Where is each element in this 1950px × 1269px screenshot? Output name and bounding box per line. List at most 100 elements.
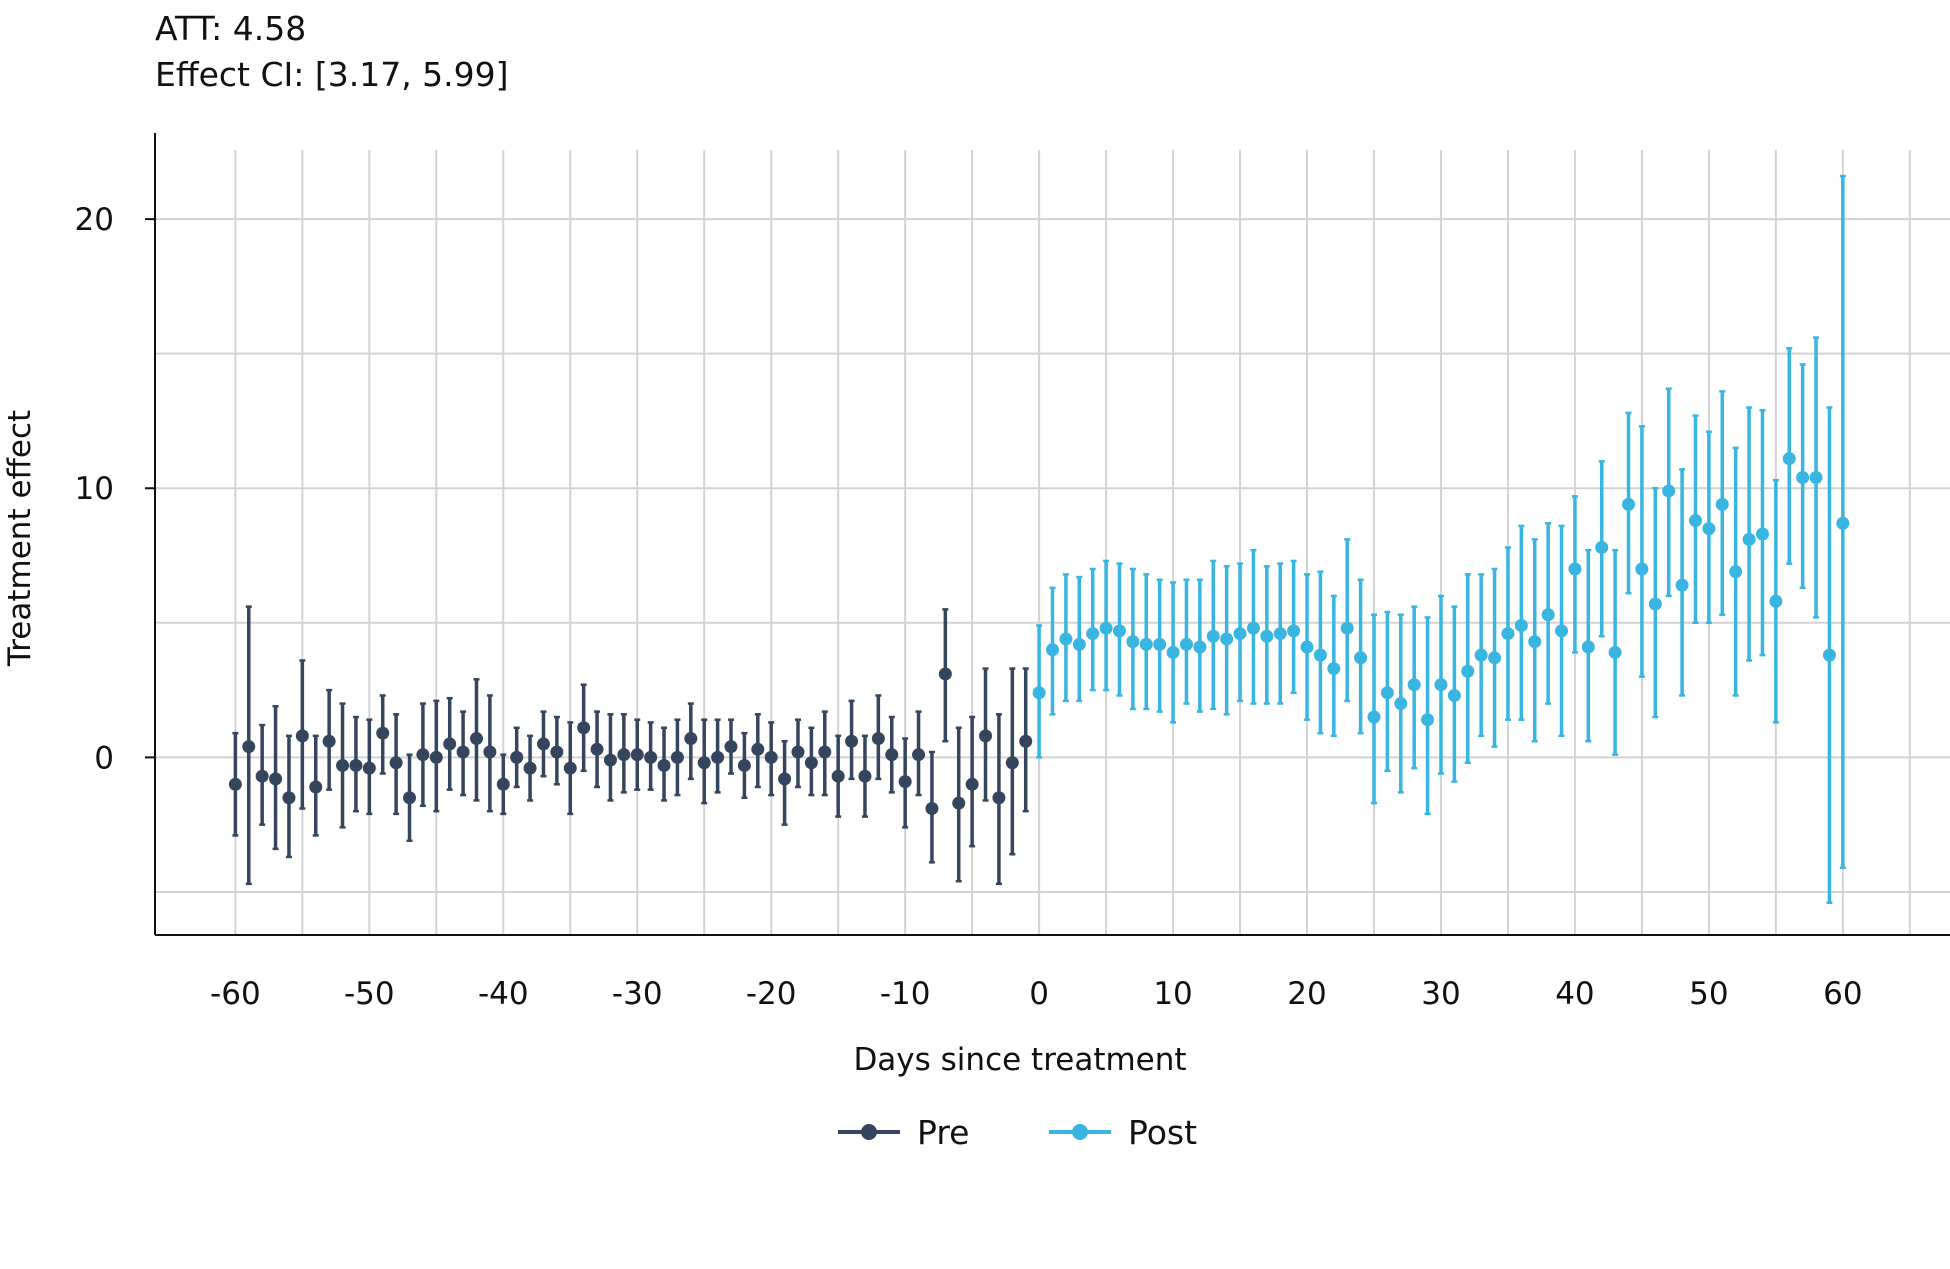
data-point-post [1622,497,1636,511]
data-point-pre [496,777,510,791]
data-point-post [1206,629,1220,643]
series-layer [228,174,1850,904]
data-point-post [1836,516,1850,530]
data-point-pre [858,769,872,783]
data-point-pre [845,734,859,748]
data-point-pre [550,745,564,759]
data-point-pre [751,742,765,756]
data-point-pre [992,791,1006,805]
data-point-post [1822,648,1836,662]
legend-marker-post [1072,1124,1088,1140]
data-point-post [1059,632,1073,646]
data-point-post [1447,688,1461,702]
x-tick-label: -40 [478,976,529,1012]
x-tick-label: -60 [210,976,261,1012]
legend-label-pre: Pre [917,1113,969,1152]
data-point-pre [925,802,939,816]
x-tick-label: -10 [880,976,931,1012]
data-point-pre [510,750,524,764]
data-point-pre [885,748,899,762]
data-point-pre [563,761,577,775]
data-point-pre [871,732,885,746]
data-point-pre [1019,734,1033,748]
data-point-post [1662,484,1676,498]
data-point-pre [269,772,283,786]
legend-item-post[interactable]: Post [1049,1113,1197,1152]
x-tick-label: 0 [1029,976,1049,1012]
data-point-pre [617,748,631,762]
data-point-post [1112,624,1126,638]
data-point-post [1729,565,1743,579]
data-point-pre [322,734,336,748]
data-point-pre [349,758,363,772]
data-point-post [1514,619,1528,633]
data-point-post [1782,452,1796,466]
data-point-pre [791,745,805,759]
data-point-pre [630,748,644,762]
y-tick-label: 0 [94,740,114,776]
data-point-pre [764,750,778,764]
y-tick-label: 10 [75,471,114,507]
x-tick-label: 40 [1555,976,1594,1012]
x-tick-label: 10 [1153,976,1192,1012]
data-point-pre [804,756,818,770]
legend: Pre Post [838,1113,1197,1152]
data-point-pre [389,756,403,770]
data-point-pre [523,761,537,775]
data-point-post [1809,470,1823,484]
data-point-pre [590,742,604,756]
data-point-pre [965,777,979,791]
data-point-pre [737,758,751,772]
data-point-post [1046,643,1059,657]
data-point-pre [376,726,390,740]
x-tick-label: 20 [1287,976,1326,1012]
data-point-pre [952,796,966,810]
data-point-pre [657,758,671,772]
y-axis-title: Treatment effect [2,410,38,667]
data-point-post [1461,664,1475,678]
data-point-pre [912,748,926,762]
data-point-pre [670,750,684,764]
data-point-post [1072,637,1086,651]
data-point-pre [724,740,738,754]
data-point-pre [469,732,483,746]
data-point-post [1193,640,1207,654]
data-point-post [1581,640,1595,654]
axes [154,133,1950,936]
data-point-pre [228,777,242,791]
data-point-post [1354,651,1368,665]
data-point-post [1394,697,1408,711]
legend-label-post: Post [1128,1113,1197,1152]
data-point-pre [711,750,725,764]
data-point-pre [1005,756,1019,770]
data-point-post [1407,678,1421,692]
data-point-post [1220,632,1234,646]
x-tick-label: -30 [612,976,663,1012]
data-point-post [1541,608,1555,622]
data-point-pre [697,756,711,770]
data-point-post [1099,621,1113,635]
data-point-post [1139,637,1153,651]
data-point-post [1273,627,1287,641]
data-point-post [1367,710,1381,724]
data-point-post [1769,594,1783,608]
data-point-post [1688,514,1702,528]
data-point-post [1555,624,1569,638]
data-point-post [1488,651,1502,665]
data-point-post [1179,637,1193,651]
x-tick-label: -50 [344,976,395,1012]
data-point-post [1126,635,1140,649]
data-point-post [1287,624,1301,638]
data-point-post [1086,627,1100,641]
data-point-post [1675,578,1689,592]
legend-item-pre[interactable]: Pre [838,1113,969,1152]
data-point-post [1595,540,1609,554]
data-point-post [1635,562,1649,576]
data-point-pre [295,729,309,743]
data-point-post [1528,635,1542,649]
data-point-post [1434,678,1448,692]
data-point-post [1380,686,1394,700]
data-point-post [1300,640,1314,654]
data-point-pre [429,750,443,764]
